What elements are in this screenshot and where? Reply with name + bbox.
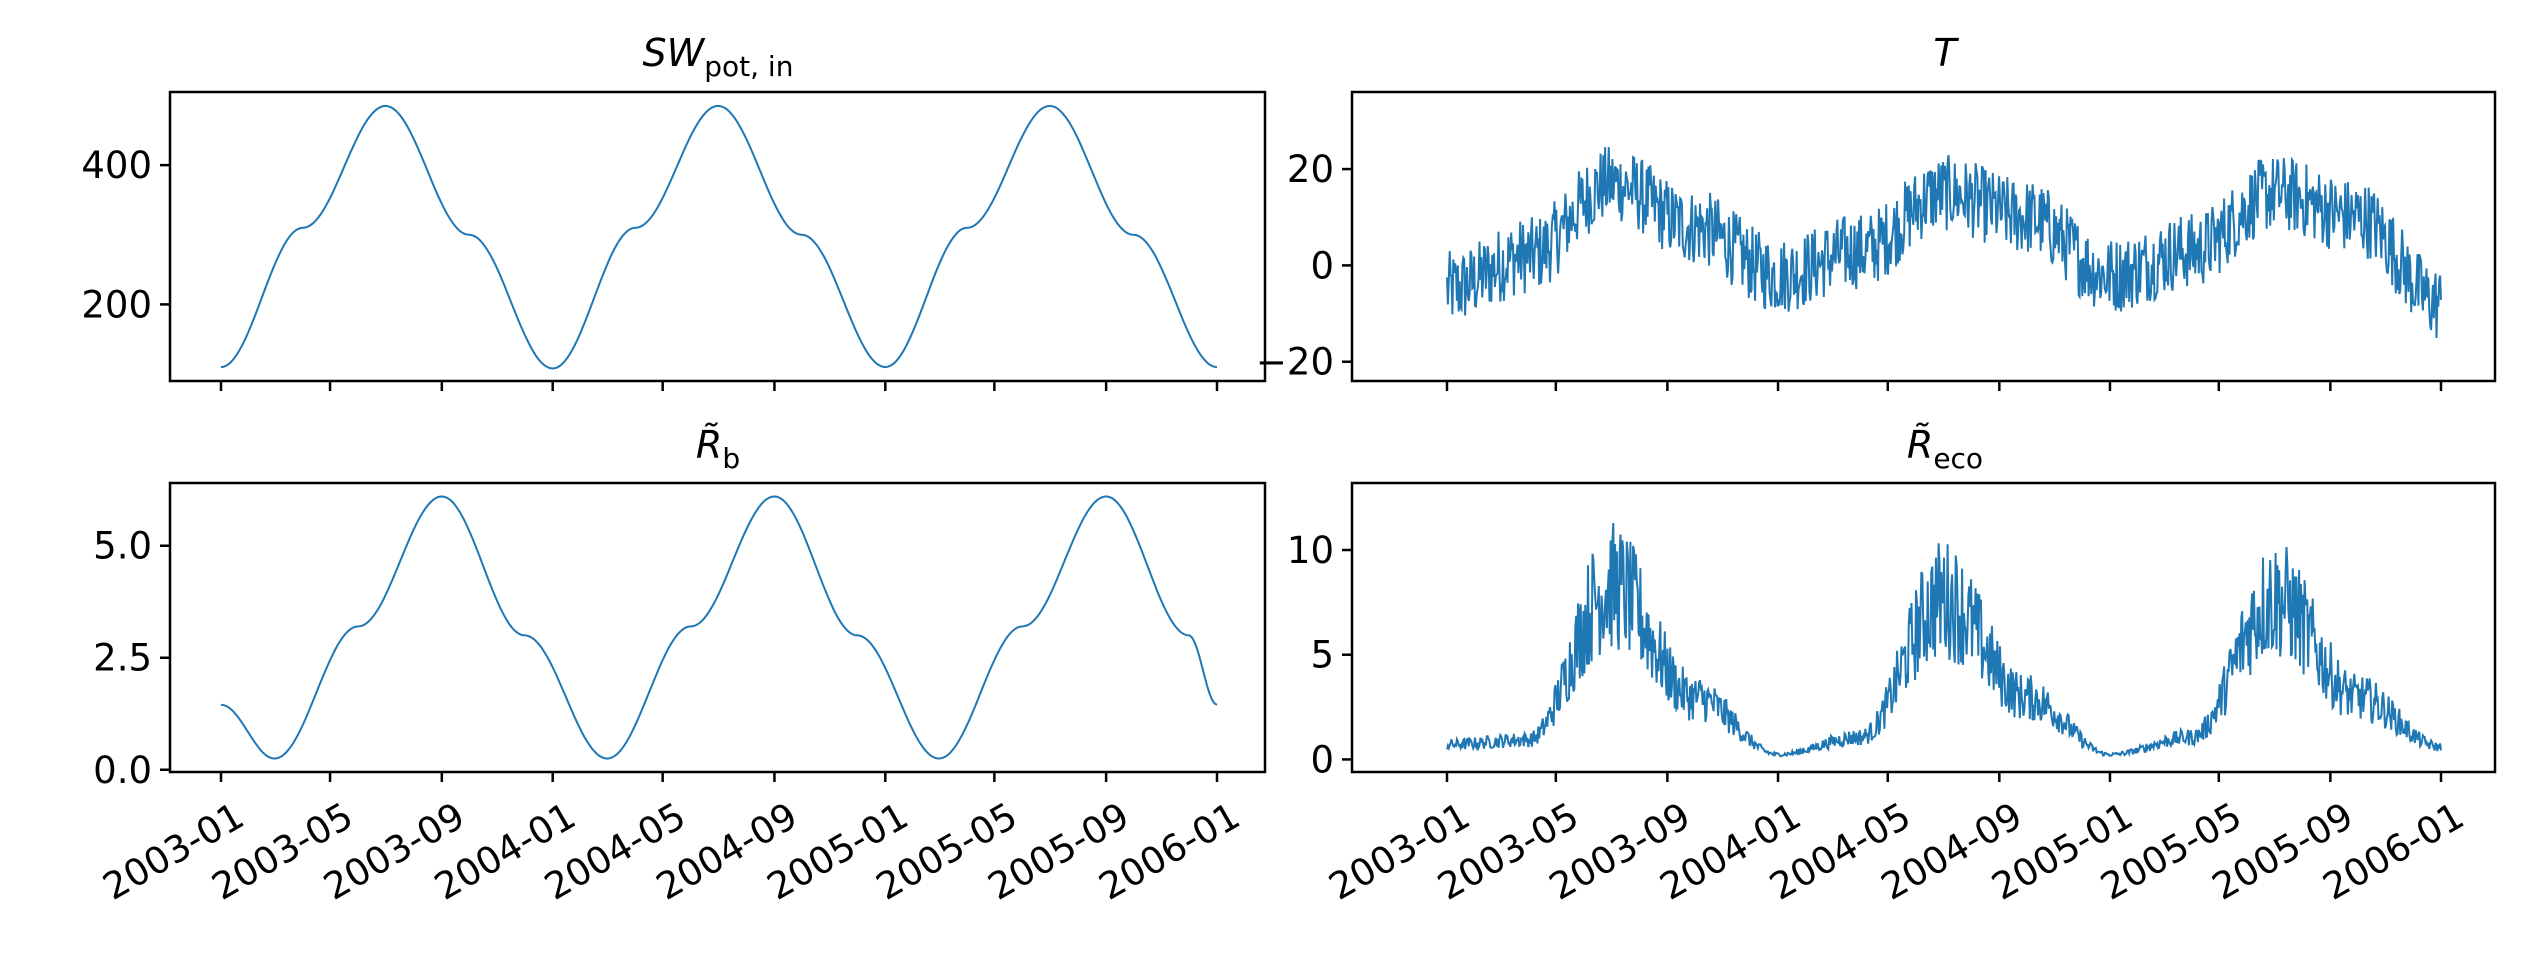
y-tick-label: 0	[1310, 738, 1334, 781]
chart-title: R̃eco	[1907, 423, 1983, 475]
series-line	[220, 104, 1218, 370]
plot-frame	[168, 481, 1267, 774]
y-tick-label: 200	[81, 283, 152, 326]
chart-panel-t: T −20 0 20	[1256, 31, 2497, 391]
plot-frame	[1350, 90, 2497, 383]
y-tick-label: 5.0	[93, 525, 152, 568]
y-tick-label: 20	[1287, 148, 1334, 191]
y-tick-label: 400	[81, 144, 152, 187]
y-tick-label: 2.5	[93, 637, 152, 680]
y-tick-label: −20	[1256, 341, 1334, 384]
y-tick-label: 10	[1287, 529, 1334, 572]
y-tick-label: 0.0	[93, 749, 152, 792]
chart-title: T	[1933, 31, 1959, 75]
series-line	[1446, 147, 2442, 339]
chart-title: R̃b	[696, 423, 740, 475]
plot-frame	[1350, 481, 2497, 774]
chart-panel-r-eco: R̃eco 05102003-012003-052003-092004-0120…	[1287, 423, 2497, 909]
series-line	[1446, 523, 2442, 758]
chart-panel-sw-pot-in: SWpot, in 200 400	[81, 31, 1267, 391]
chart-title: SWpot, in	[643, 31, 794, 83]
series-line	[220, 495, 1218, 760]
y-tick-label: 0	[1310, 244, 1334, 287]
plot-frame	[168, 90, 1267, 383]
y-tick-label: 5	[1310, 634, 1334, 677]
chart-panel-r-b: R̃b 0.02.55.02003-012003-052003-092004-0…	[93, 423, 1267, 909]
